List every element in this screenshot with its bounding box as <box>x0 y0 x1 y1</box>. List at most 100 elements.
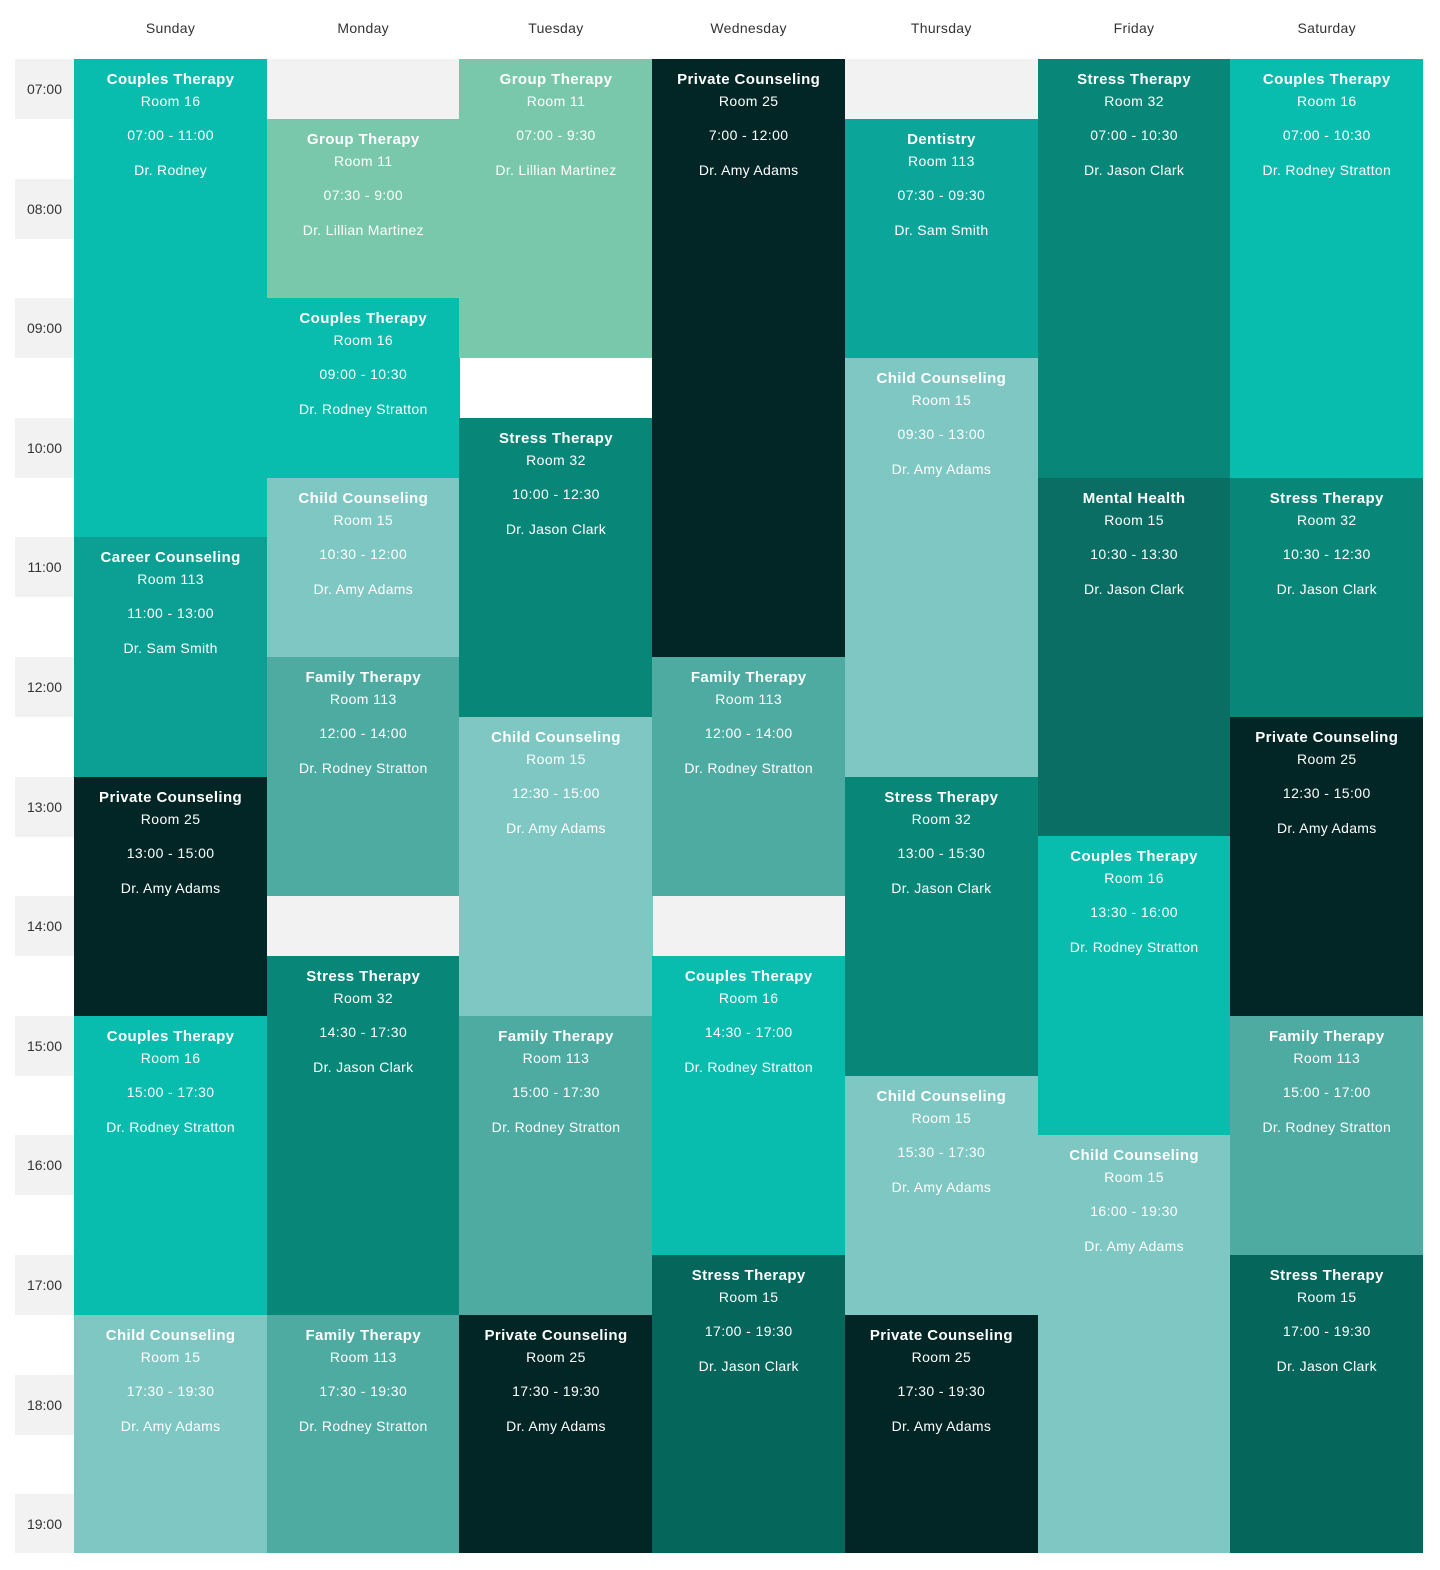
event-room: Room 25 <box>1296 750 1357 767</box>
time-label: 19:00 <box>15 1494 74 1553</box>
event-room: Room 16 <box>333 332 394 349</box>
event-block[interactable]: Private Counseling Room 25 17:30 - 19:30 Dr… <box>844 1314 1038 1553</box>
event-block[interactable]: Private Counseling Room 25 12:30 - 15:00 Dr… <box>1230 716 1424 1016</box>
event-block[interactable]: Child Counseling Room 15 15:30 - 17:30 Dr. … <box>844 1075 1038 1315</box>
event-block[interactable]: Child Counseling Room 15 10:30 - 12:00 Dr. … <box>266 477 460 657</box>
event-room: Room 15 <box>1296 1289 1357 1305</box>
event-time: 10:00 - 12:30 <box>512 485 600 502</box>
event-block[interactable]: Stress Therapy Room 32 10:00 - 12:30 Dr. Ja… <box>459 417 653 717</box>
event-time: 13:30 - 16:00 <box>1090 904 1178 921</box>
event-room: Room 113 <box>715 691 783 707</box>
event-title: Couples Therapy <box>106 1027 235 1045</box>
event-block[interactable]: Family Therapy Room 113 15:00 - 17:00 Dr. R… <box>1230 1015 1424 1255</box>
event-title: Couples Therapy <box>684 968 813 985</box>
event-title: Stress Therapy <box>1269 1267 1384 1284</box>
event-block[interactable]: Stress Therapy Room 32 10:30 - 12:30 Dr. Ja… <box>1230 477 1424 717</box>
event-block[interactable]: Child Counseling Room 15 17:30 - 19:30 Dr. … <box>74 1314 268 1553</box>
time-label: 13:00 <box>15 776 74 837</box>
event-room: Room 32 <box>911 810 972 827</box>
event-doctor: Dr. Rodney Stratton <box>684 1059 814 1075</box>
event-block[interactable]: Stress Therapy Room 32 14:30 - 17:30 Dr. Ja… <box>266 956 460 1315</box>
event-block[interactable]: Couples Therapy Room 16 13:30 - 16:00 Dr. R… <box>1037 836 1231 1136</box>
event-doctor: Dr. Rodney Stratton <box>684 760 814 776</box>
event-room: Room 113 <box>522 1049 590 1066</box>
time-label: 18:00 <box>15 1374 74 1435</box>
event-room: Room 113 <box>329 1348 397 1365</box>
event-doctor: Dr. Rodney Stratton <box>1069 939 1199 956</box>
event-title: Stress Therapy <box>691 1267 806 1284</box>
day-header-tuesday: Tuesday <box>528 20 584 36</box>
event-doctor: Dr. Amy Adams <box>506 819 606 836</box>
event-block[interactable]: Couples Therapy Room 16 07:00 - 10:30 Dr. R… <box>1230 59 1424 478</box>
event-time: 11:00 - 13:00 <box>127 605 214 622</box>
event-block[interactable]: Group Therapy Room 11 07:00 - 9:30 Dr. Lill… <box>459 59 653 358</box>
event-block[interactable]: Mental Health Room 15 10:30 - 13:30 Dr. Jas… <box>1037 477 1231 837</box>
event-doctor: Dr. Sam Smith <box>894 221 989 238</box>
event-block[interactable]: Family Therapy Room 113 12:00 - 14:00 Dr. R… <box>266 657 460 897</box>
event-doctor: Dr. Amy Adams <box>1276 819 1377 836</box>
event-block[interactable]: Dentistry Room 113 07:30 - 09:30 Dr. Sam Sm… <box>844 118 1038 358</box>
event-block[interactable]: Couples Therapy Room 16 07:00 - 11:00 Dr. R… <box>74 59 268 538</box>
day-header-saturday: Saturday <box>1297 20 1356 36</box>
event-title: Dentistry <box>907 130 976 148</box>
event-block[interactable]: Child Counseling Room 15 16:00 - 19:30 Dr. … <box>1037 1135 1231 1553</box>
event-block[interactable]: Private Counseling Room 25 7:00 - 12:00 Dr.… <box>652 59 846 657</box>
event-doctor: Dr. Jason Clark <box>698 1358 799 1374</box>
event-block[interactable]: Family Therapy Room 113 17:30 - 19:30 Dr. R… <box>266 1314 460 1553</box>
event-title: Group Therapy <box>306 130 420 148</box>
time-label: 11:00 <box>15 537 74 598</box>
event-doctor: Dr. Rodney <box>134 162 208 178</box>
event-time: 07:30 - 09:30 <box>897 186 986 203</box>
event-room: Room 16 <box>140 1049 201 1066</box>
event-title: Family Therapy <box>1268 1027 1385 1045</box>
day-header: Sunday Monday Tuesday Wednesday Thursday Frid… <box>0 0 1440 58</box>
event-time: 10:30 - 13:30 <box>1090 545 1178 562</box>
event-doctor: Dr. Sam Smith <box>123 640 218 657</box>
event-room: Room 15 <box>911 1109 972 1126</box>
event-block[interactable]: Couples Therapy Room 16 15:00 - 17:30 Dr. R… <box>74 1015 268 1315</box>
day-header-wednesday: Wednesday <box>710 20 787 36</box>
event-block[interactable]: Family Therapy Room 113 12:00 - 14:00 Dr. R… <box>652 657 846 897</box>
event-time: 15:30 - 17:30 <box>897 1143 986 1160</box>
event-doctor: Dr. Amy Adams <box>891 461 992 477</box>
event-title: Private Counseling <box>99 788 243 806</box>
event-title: Stress Therapy <box>1077 71 1192 88</box>
event-time: 13:00 - 15:30 <box>897 844 986 861</box>
event-block[interactable]: Child Counseling Room 15 12:30 - 15:00 Dr. … <box>459 716 653 1016</box>
event-block[interactable]: Group Therapy Room 11 07:30 - 9:00 Dr. Lill… <box>266 118 460 299</box>
event-room: Room 32 <box>333 990 394 1006</box>
event-room: Room 15 <box>333 511 394 528</box>
event-title: Family Therapy <box>690 669 807 686</box>
day-header-friday: Friday <box>1113 20 1155 36</box>
event-time: 14:30 - 17:00 <box>704 1024 793 1040</box>
event-title: Private Counseling <box>484 1326 628 1344</box>
day-header-monday: Monday <box>337 20 389 36</box>
event-block[interactable]: Couples Therapy Room 16 14:30 - 17:00 Dr. R… <box>652 956 846 1255</box>
event-time: 17:00 - 19:30 <box>1282 1323 1371 1339</box>
event-doctor: Dr. Amy Adams <box>506 1417 606 1434</box>
event-room: Room 11 <box>333 152 393 169</box>
event-title: Stress Therapy <box>498 429 613 447</box>
event-time: 12:00 - 14:00 <box>319 725 408 741</box>
event-room: Room 25 <box>526 1348 586 1365</box>
event-time: 07:00 - 9:30 <box>516 127 596 143</box>
event-block[interactable]: Stress Therapy Room 15 17:00 - 19:30 Dr. Ja… <box>1230 1255 1424 1553</box>
event-block[interactable]: Stress Therapy Room 32 07:00 - 10:30 Dr. Ja… <box>1037 59 1231 478</box>
event-block[interactable]: Stress Therapy Room 15 17:00 - 19:30 Dr. Ja… <box>652 1255 846 1553</box>
event-block[interactable]: Private Counseling Room 25 17:30 - 19:30 Dr… <box>459 1314 653 1553</box>
event-title: Family Therapy <box>305 669 422 686</box>
event-block[interactable]: Career Counseling Room 113 11:00 - 13:00 Dr… <box>74 537 268 777</box>
event-doctor: Dr. Jason Clark <box>313 1059 414 1075</box>
event-block[interactable]: Child Counseling Room 15 09:30 - 13:00 Dr. … <box>844 358 1038 777</box>
event-block[interactable]: Couples Therapy Room 16 09:00 - 10:30 Dr. R… <box>266 298 460 478</box>
event-block[interactable]: Stress Therapy Room 32 13:00 - 15:30 Dr. Ja… <box>844 776 1038 1076</box>
event-block[interactable]: Family Therapy Room 113 15:00 - 17:30 Dr. R… <box>459 1015 653 1315</box>
event-title: Child Counseling <box>876 370 1007 387</box>
event-room: Room 15 <box>526 750 586 767</box>
event-title: Career Counseling <box>100 549 241 567</box>
time-label: 08:00 <box>15 178 74 239</box>
event-doctor: Dr. Amy Adams <box>120 1417 221 1434</box>
event-time: 17:30 - 19:30 <box>897 1382 986 1399</box>
event-block[interactable]: Private Counseling Room 25 13:00 - 15:00 Dr… <box>74 776 268 1016</box>
